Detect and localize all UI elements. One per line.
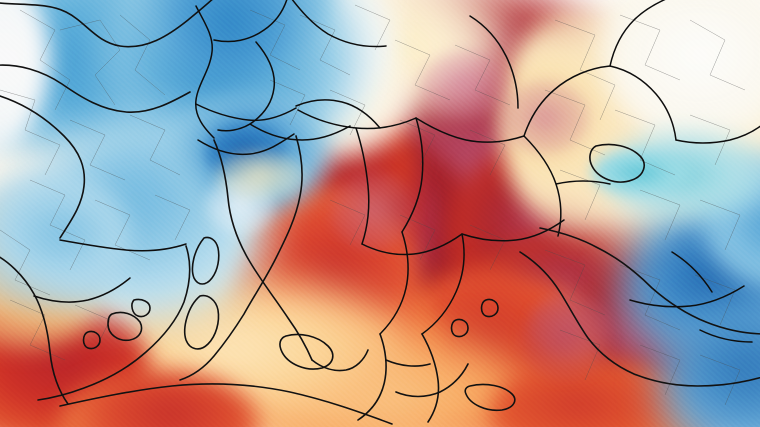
texture-accent-anatolia (520, 300, 610, 380)
texture-accent-po-valley (215, 150, 305, 200)
texture-accent-serbia (330, 170, 415, 250)
anomaly-region-dnipro-cool (590, 150, 690, 195)
anomaly-region-biscay (0, 170, 130, 310)
admin-subregion-borders (0, 4, 746, 406)
texture-accent-hungary (420, 50, 510, 120)
texture-accent-romania (500, 80, 590, 155)
